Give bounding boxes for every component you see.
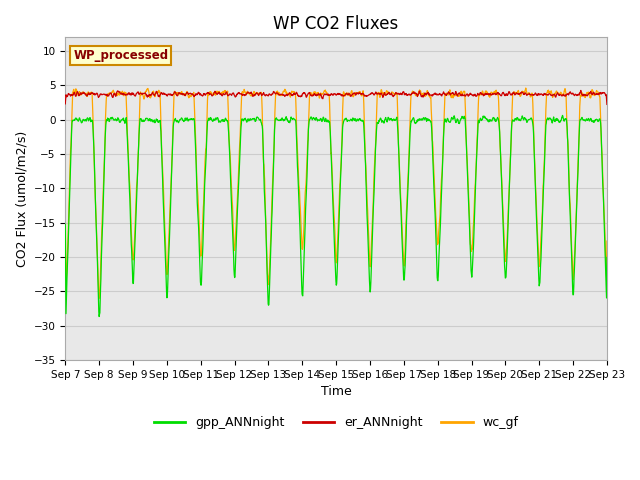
wc_gf [464,176,472,182]
Y-axis label: CO2 Flux (umol/m2/s): CO2 Flux (umol/m2/s) [15,131,28,267]
gpp_ANNnight [543,116,551,122]
Title: WP CO2 Fluxes: WP CO2 Fluxes [273,15,399,33]
wc_gf [603,238,611,244]
wc_gf [147,95,154,101]
wc_gf [544,88,552,94]
er_ANNnight [146,93,154,98]
wc_gf [322,89,330,95]
gpp_ANNnight [312,116,319,121]
gpp_ANNnight [147,118,154,123]
er_ANNnight [312,93,319,98]
wc_gf [312,91,319,96]
gpp_ANNnight [559,112,566,118]
wc_gf [95,295,103,301]
Text: WP_processed: WP_processed [74,48,168,61]
er_ANNnight [577,87,585,93]
Line: wc_gf: wc_gf [65,88,607,298]
er_ANNnight [596,91,604,96]
gpp_ANNnight [464,182,472,188]
gpp_ANNnight [95,313,103,319]
er_ANNnight [603,101,611,107]
X-axis label: Time: Time [321,385,351,398]
er_ANNnight [322,91,330,97]
gpp_ANNnight [596,120,604,126]
gpp_ANNnight [603,254,611,260]
Line: gpp_ANNnight: gpp_ANNnight [65,115,607,316]
er_ANNnight [61,101,69,107]
gpp_ANNnight [61,221,69,227]
wc_gf [61,206,69,212]
Line: er_ANNnight: er_ANNnight [65,90,607,104]
wc_gf [522,85,530,91]
er_ANNnight [543,92,551,97]
gpp_ANNnight [322,117,330,122]
er_ANNnight [464,92,472,97]
wc_gf [596,115,604,120]
Legend: gpp_ANNnight, er_ANNnight, wc_gf: gpp_ANNnight, er_ANNnight, wc_gf [148,411,524,434]
